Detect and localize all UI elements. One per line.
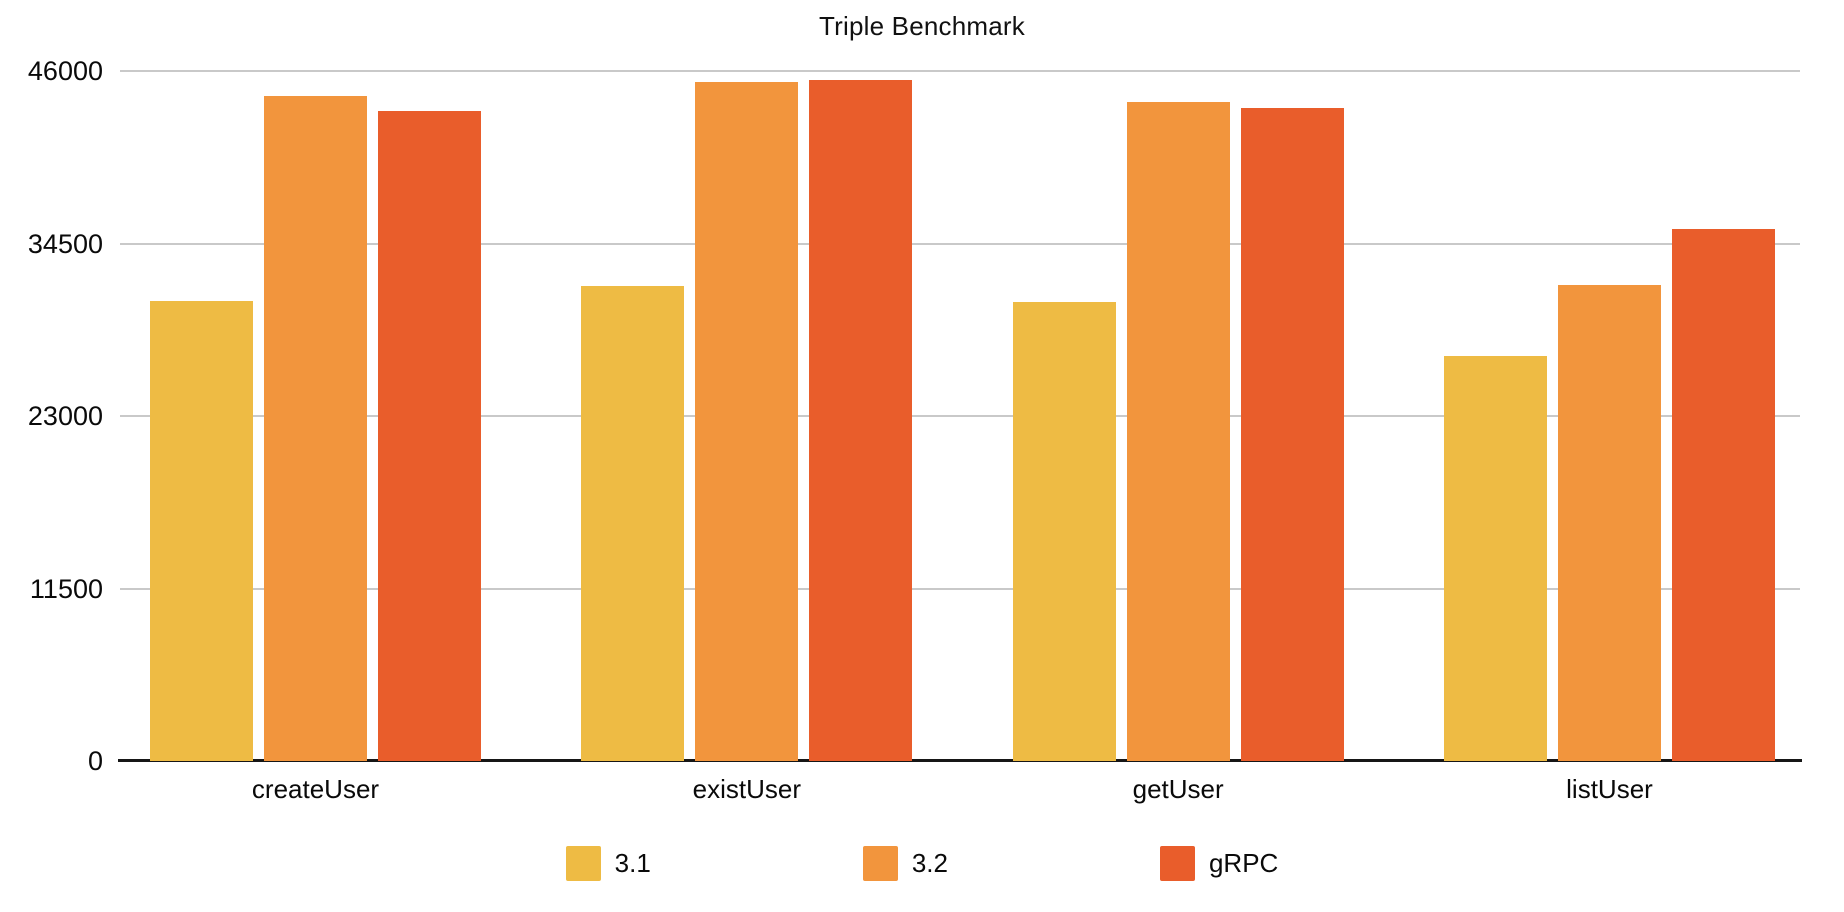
gridline-46000 [120,70,1800,72]
bar-3-2-createuser [264,95,367,761]
y-tick-label-23000: 23000 [27,401,103,431]
gridline-23000 [120,415,1800,417]
bar-group-getuser [1012,71,1344,761]
bar-grpc-createuser [378,110,481,761]
x-axis-baseline [118,759,1802,762]
legend-swatch-3-2 [862,846,898,881]
legend-label-3-2: 3.2 [911,848,948,878]
y-tick-label-34500: 34500 [27,228,103,259]
y-tick-label-0: 0 [87,746,103,776]
x-axis: createUser existUser getUser listUser [120,774,1800,805]
x-axis-label-getuser: getUser [1132,774,1224,804]
bar-3-1-getuser [1012,302,1116,761]
x-axis-label-listuser: listUser [1566,774,1653,804]
y-tick-label-11500: 11500 [29,573,103,604]
bar-3-2-getuser [1126,101,1230,761]
legend: 3.1 3.2 gRPC [0,846,1844,881]
legend-label-3-1: 3.1 [614,848,651,878]
legend-swatch-3-1 [565,846,601,881]
y-tick-label-46000: 46000 [27,56,103,86]
legend-item-3-2: 3.2 [862,846,948,881]
legend-label-grpc: gRPC [1208,848,1279,878]
bar-3-1-existuser [581,285,685,761]
legend-item-grpc: gRPC [1159,846,1279,881]
bar-grpc-listuser [1671,229,1775,761]
bar-group-existuser [581,71,913,761]
bar-3-1-listuser [1443,355,1547,761]
bar-3-2-existuser [695,81,799,761]
bar-group-listuser [1443,71,1775,761]
legend-item-3-1: 3.1 [565,846,651,881]
bar-grpc-existuser [809,79,913,761]
bar-group-createuser [150,71,481,761]
legend-swatch-grpc [1159,846,1195,881]
bar-3-2-listuser [1557,284,1661,761]
plot-area [120,71,1800,761]
gridline-11500 [120,587,1800,590]
x-axis-label-existuser: existUser [692,774,801,804]
chart-title: Triple Benchmark [819,11,1025,41]
bar-3-1-createuser [150,300,253,761]
x-axis-label-createuser: createUser [251,774,380,804]
bar-grpc-getuser [1240,107,1344,761]
gridline-34500 [120,242,1800,245]
